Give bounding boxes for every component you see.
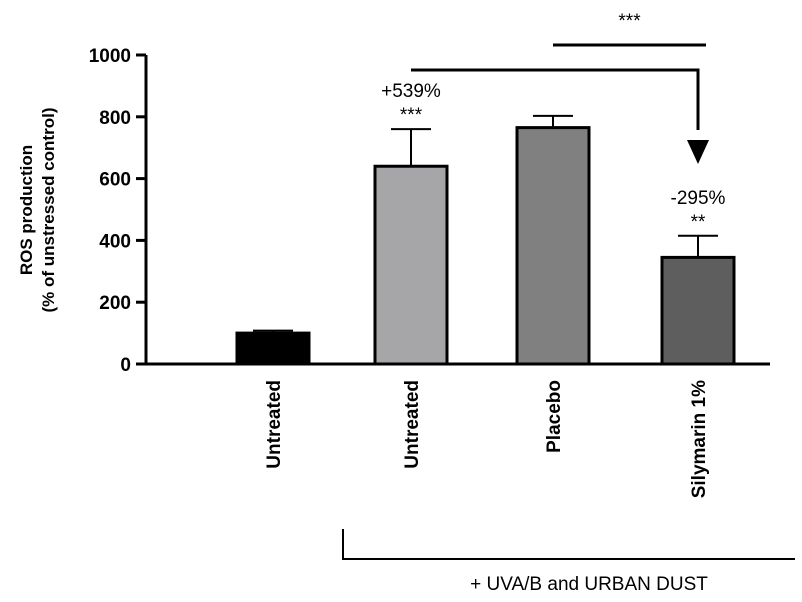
bar-annotation-0-0: +539%	[381, 81, 441, 102]
y-tick-label-4: 800	[99, 108, 131, 129]
group-bracket: + UVA/B and URBAN DUST	[342, 529, 795, 595]
group-bracket-label: + UVA/B and URBAN DUST	[470, 574, 708, 595]
bar-0	[235, 331, 311, 366]
y-axis-label-line-2: (% of unstressed control)	[39, 108, 58, 313]
annotations: +539%***-295%*****	[381, 11, 725, 233]
y-tick-label-2: 400	[99, 231, 131, 252]
x-tick-label-2: Placebo	[544, 380, 565, 453]
bar-3	[660, 255, 736, 366]
x-tick-label-1: Untreated	[402, 380, 423, 469]
bars	[235, 114, 736, 366]
y-tick-label-3: 600	[99, 170, 131, 191]
x-tick-label-3: Silymarin 1%	[689, 380, 710, 498]
bar-annotation-1-0: -295%	[671, 188, 726, 209]
x-tick-label-0: Untreated	[264, 380, 285, 469]
group-bracket-line	[342, 529, 795, 560]
y-axis-label: ROS production (% of unstressed control)	[17, 108, 58, 313]
y-tick-label-5: 1000	[89, 46, 131, 67]
y-axis-label-line-1: ROS production	[17, 145, 36, 275]
y-tick-label-0: 0	[120, 355, 131, 376]
bar-1	[373, 164, 449, 366]
bar-2	[515, 126, 591, 366]
bar-annotation-1-1: **	[691, 212, 706, 233]
y-tick-label-1: 200	[99, 293, 131, 314]
x-tick-labels: Untreated Untreated Placebo Silymarin 1%	[264, 380, 710, 498]
significance-label: ***	[618, 11, 641, 32]
comparison-arrow-line	[411, 68, 700, 130]
bar-annotation-0-1: ***	[400, 105, 423, 126]
comparison-arrow-head	[687, 140, 709, 164]
